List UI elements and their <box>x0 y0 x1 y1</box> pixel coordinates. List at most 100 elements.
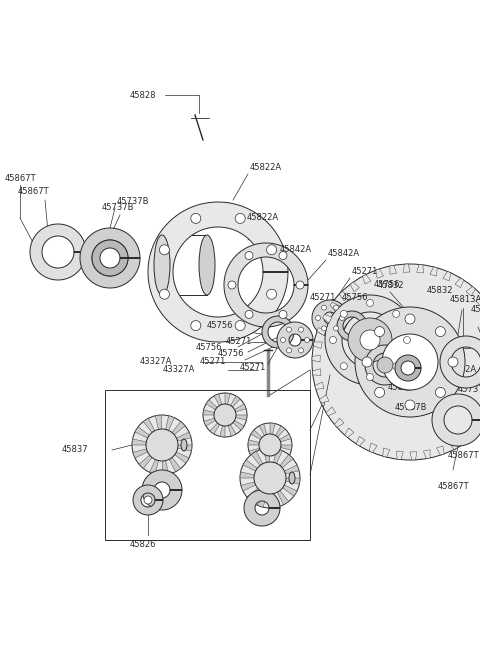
Polygon shape <box>247 488 260 501</box>
Polygon shape <box>148 202 288 342</box>
Ellipse shape <box>181 439 187 451</box>
Polygon shape <box>281 445 292 450</box>
Polygon shape <box>251 430 262 440</box>
Polygon shape <box>315 382 324 389</box>
Polygon shape <box>166 416 174 430</box>
Polygon shape <box>312 356 320 362</box>
Polygon shape <box>279 434 291 442</box>
Polygon shape <box>345 428 354 438</box>
Circle shape <box>296 281 304 289</box>
Polygon shape <box>317 328 326 335</box>
Text: 45822: 45822 <box>388 384 414 392</box>
Polygon shape <box>270 423 275 434</box>
Polygon shape <box>335 418 344 427</box>
Circle shape <box>159 245 169 255</box>
Polygon shape <box>264 448 270 462</box>
Text: 45822A: 45822A <box>250 163 282 172</box>
Circle shape <box>329 337 336 344</box>
Text: 45822A: 45822A <box>247 213 279 222</box>
Text: 45842A: 45842A <box>380 356 412 365</box>
Polygon shape <box>277 322 313 358</box>
Text: 45271: 45271 <box>310 293 336 302</box>
Polygon shape <box>132 439 146 445</box>
Polygon shape <box>177 432 191 441</box>
Polygon shape <box>319 395 329 403</box>
Circle shape <box>404 337 410 344</box>
Circle shape <box>144 496 152 504</box>
Circle shape <box>367 373 373 380</box>
Polygon shape <box>312 369 321 375</box>
Circle shape <box>405 314 415 324</box>
Polygon shape <box>395 355 421 381</box>
Text: 45837: 45837 <box>62 445 89 455</box>
Polygon shape <box>476 297 480 306</box>
Polygon shape <box>258 493 266 507</box>
Circle shape <box>299 327 303 332</box>
Polygon shape <box>365 345 405 385</box>
Polygon shape <box>133 449 147 458</box>
Text: 43327A: 43327A <box>140 358 172 367</box>
Polygon shape <box>139 455 152 468</box>
Polygon shape <box>240 472 254 478</box>
Polygon shape <box>203 410 214 415</box>
Ellipse shape <box>289 472 295 484</box>
Polygon shape <box>243 460 257 471</box>
Ellipse shape <box>154 235 170 295</box>
Polygon shape <box>430 267 437 276</box>
Text: 43327A: 43327A <box>163 365 195 375</box>
Text: 45867T: 45867T <box>438 482 469 491</box>
Circle shape <box>287 327 291 332</box>
Polygon shape <box>339 291 349 301</box>
Polygon shape <box>156 415 162 430</box>
Polygon shape <box>326 407 336 416</box>
Polygon shape <box>432 394 480 446</box>
Polygon shape <box>286 478 300 484</box>
Polygon shape <box>80 228 140 288</box>
Polygon shape <box>144 419 155 432</box>
Circle shape <box>266 289 276 299</box>
Circle shape <box>339 316 345 321</box>
Polygon shape <box>436 446 444 455</box>
Polygon shape <box>224 243 308 327</box>
Polygon shape <box>362 274 371 284</box>
Circle shape <box>334 326 338 331</box>
Polygon shape <box>466 287 475 296</box>
Circle shape <box>132 415 192 475</box>
Polygon shape <box>206 400 217 409</box>
Polygon shape <box>30 224 86 280</box>
Text: 45842A: 45842A <box>328 249 360 258</box>
Circle shape <box>382 334 438 390</box>
Circle shape <box>146 429 178 461</box>
Circle shape <box>214 404 236 426</box>
Polygon shape <box>150 460 158 474</box>
Text: 45826: 45826 <box>130 540 156 549</box>
Polygon shape <box>350 282 360 292</box>
Polygon shape <box>396 451 403 460</box>
Polygon shape <box>369 443 377 453</box>
Polygon shape <box>443 272 451 281</box>
Polygon shape <box>236 415 247 420</box>
Text: 45271: 45271 <box>240 363 266 371</box>
Circle shape <box>245 251 253 260</box>
Polygon shape <box>386 346 430 390</box>
Polygon shape <box>214 394 222 405</box>
Polygon shape <box>330 302 340 312</box>
Bar <box>105 390 310 540</box>
Text: 45271: 45271 <box>226 337 252 346</box>
Polygon shape <box>313 342 322 348</box>
Bar <box>162 439 184 451</box>
Polygon shape <box>376 269 384 278</box>
Circle shape <box>235 213 245 224</box>
Polygon shape <box>175 452 189 463</box>
Circle shape <box>334 305 338 310</box>
Polygon shape <box>278 451 289 460</box>
Polygon shape <box>220 426 225 437</box>
Polygon shape <box>274 449 282 463</box>
Text: 45867T: 45867T <box>5 174 36 183</box>
Polygon shape <box>92 240 128 276</box>
Text: 45737B: 45737B <box>102 203 134 213</box>
Polygon shape <box>259 424 267 436</box>
Circle shape <box>340 310 348 318</box>
Text: 45867T: 45867T <box>448 451 480 461</box>
Polygon shape <box>337 311 367 341</box>
